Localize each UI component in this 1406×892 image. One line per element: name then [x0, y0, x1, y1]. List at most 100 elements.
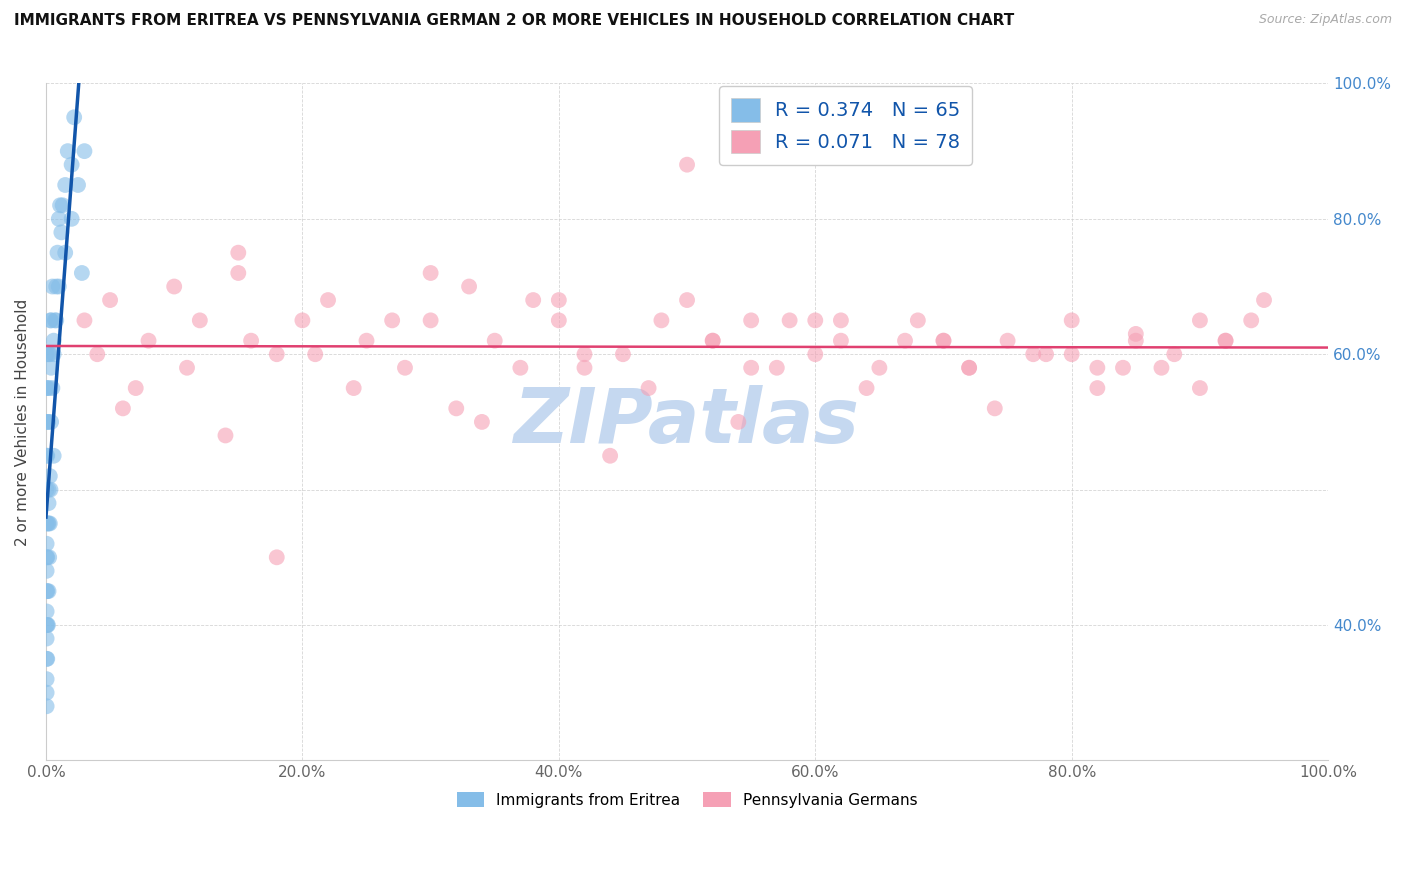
Point	[37, 516, 59, 531]
Point	[111, 401, 134, 416]
Point	[484, 334, 506, 348]
Point	[394, 360, 416, 375]
Point	[35, 550, 58, 565]
Point	[188, 313, 211, 327]
Point	[35, 564, 58, 578]
Point	[56, 144, 79, 158]
Point	[52, 198, 75, 212]
Point	[458, 279, 481, 293]
Point	[39, 313, 62, 327]
Point	[957, 360, 980, 375]
Point	[240, 334, 263, 348]
Point	[1163, 347, 1185, 361]
Point	[35, 483, 58, 497]
Point	[650, 313, 672, 327]
Point	[35, 516, 58, 531]
Point	[53, 245, 76, 260]
Point	[35, 686, 58, 700]
Point	[343, 381, 366, 395]
Point	[38, 469, 60, 483]
Point	[38, 347, 60, 361]
Point	[868, 360, 890, 375]
Point	[509, 360, 531, 375]
Point	[48, 279, 70, 293]
Point	[830, 313, 852, 327]
Point	[42, 347, 65, 361]
Point	[35, 415, 58, 429]
Point	[957, 360, 980, 375]
Point	[38, 584, 60, 599]
Point	[1188, 381, 1211, 395]
Point	[1215, 334, 1237, 348]
Point	[98, 293, 121, 307]
Point	[637, 381, 659, 395]
Point	[35, 672, 58, 686]
Point	[39, 313, 62, 327]
Point	[1125, 334, 1147, 348]
Point	[35, 699, 58, 714]
Point	[35, 347, 58, 361]
Point	[997, 334, 1019, 348]
Point	[39, 415, 62, 429]
Point	[574, 360, 596, 375]
Point	[984, 401, 1007, 416]
Point	[765, 360, 787, 375]
Point	[676, 293, 699, 307]
Point	[226, 245, 249, 260]
Point	[35, 584, 58, 599]
Point	[1022, 347, 1045, 361]
Text: ZIPatlas: ZIPatlas	[515, 385, 860, 458]
Point	[932, 334, 955, 348]
Point	[73, 313, 96, 327]
Point	[855, 381, 877, 395]
Y-axis label: 2 or more Vehicles in Household: 2 or more Vehicles in Household	[15, 298, 30, 546]
Text: IMMIGRANTS FROM ERITREA VS PENNSYLVANIA GERMAN 2 OR MORE VEHICLES IN HOUSEHOLD C: IMMIGRANTS FROM ERITREA VS PENNSYLVANIA …	[14, 13, 1014, 29]
Point	[39, 360, 62, 375]
Point	[35, 381, 58, 395]
Point	[66, 178, 89, 192]
Point	[60, 158, 83, 172]
Point	[45, 313, 67, 327]
Point	[35, 652, 58, 666]
Point	[1215, 334, 1237, 348]
Point	[214, 428, 236, 442]
Point	[612, 347, 634, 361]
Point	[830, 334, 852, 348]
Point	[779, 313, 801, 327]
Point	[70, 266, 93, 280]
Point	[45, 279, 67, 293]
Point	[60, 211, 83, 226]
Point	[41, 279, 63, 293]
Point	[356, 334, 378, 348]
Point	[1150, 360, 1173, 375]
Point	[471, 415, 494, 429]
Point	[419, 266, 441, 280]
Point	[702, 334, 724, 348]
Point	[63, 110, 86, 124]
Point	[316, 293, 339, 307]
Point	[49, 198, 72, 212]
Point	[291, 313, 314, 327]
Point	[53, 178, 76, 192]
Point	[73, 144, 96, 158]
Point	[1085, 360, 1108, 375]
Point	[547, 313, 569, 327]
Point	[37, 415, 59, 429]
Point	[1060, 313, 1083, 327]
Point	[547, 293, 569, 307]
Point	[266, 347, 288, 361]
Point	[381, 313, 404, 327]
Point	[138, 334, 160, 348]
Point	[37, 381, 59, 395]
Point	[51, 226, 73, 240]
Point	[35, 604, 58, 618]
Point	[38, 381, 60, 395]
Point	[37, 550, 59, 565]
Point	[804, 313, 827, 327]
Point	[41, 381, 63, 395]
Point	[522, 293, 544, 307]
Point	[266, 550, 288, 565]
Point	[1112, 360, 1135, 375]
Point	[740, 313, 762, 327]
Point	[38, 347, 60, 361]
